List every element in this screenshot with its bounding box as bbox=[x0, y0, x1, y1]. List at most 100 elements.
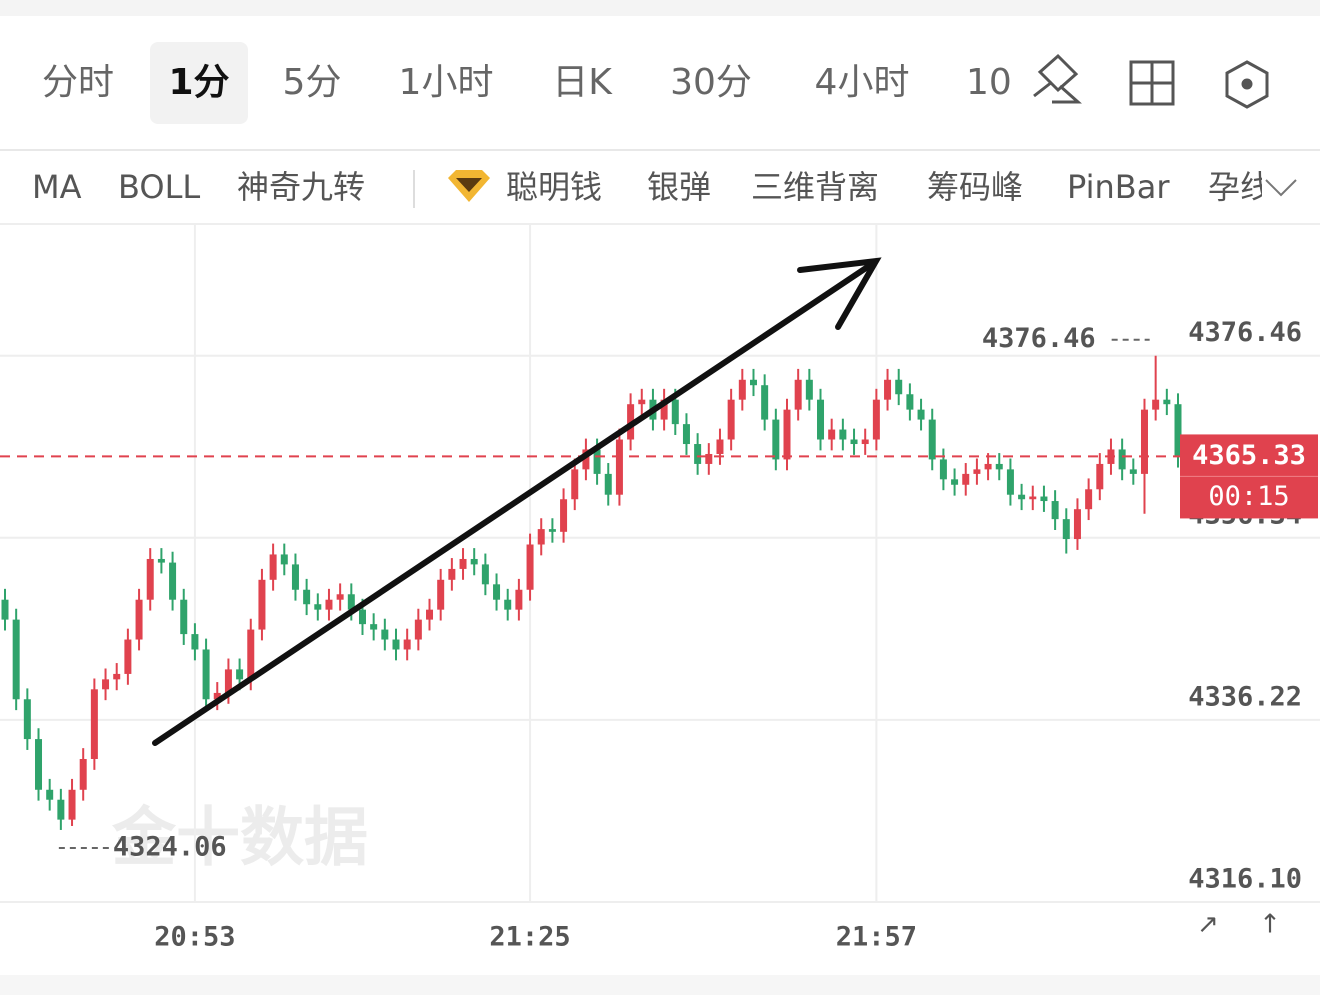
candle-body bbox=[839, 429, 847, 440]
candle-body bbox=[761, 385, 769, 420]
y-tick-label: 4336.22 bbox=[1188, 681, 1302, 712]
candle-body bbox=[548, 529, 556, 532]
expand-icon[interactable]: ↗ bbox=[1197, 910, 1219, 940]
candle-body bbox=[57, 799, 65, 820]
candle-body bbox=[258, 579, 266, 630]
candle-body bbox=[426, 609, 434, 620]
candle-body bbox=[638, 399, 646, 405]
candle-body bbox=[180, 599, 188, 635]
candle-body bbox=[303, 589, 311, 605]
candle-body bbox=[459, 558, 467, 569]
indicator[interactable]: 三维背离 bbox=[751, 168, 879, 206]
candle-body bbox=[593, 449, 601, 474]
candle-body bbox=[403, 639, 411, 650]
candle-body bbox=[1062, 519, 1070, 540]
x-tick-label: 21:57 bbox=[836, 922, 917, 953]
tab[interactable]: 1分 bbox=[168, 62, 229, 103]
layout-icon[interactable] bbox=[1129, 60, 1175, 106]
candle-body bbox=[716, 439, 724, 454]
candle-body bbox=[660, 399, 668, 420]
y-tick-label: 4316.10 bbox=[1188, 864, 1302, 895]
candle-body bbox=[928, 419, 936, 460]
candle-body bbox=[1163, 399, 1171, 405]
tab[interactable]: 5分 bbox=[283, 62, 342, 103]
candle-body bbox=[962, 473, 970, 485]
tab[interactable]: 分时 bbox=[42, 62, 114, 103]
candle-body bbox=[280, 554, 288, 565]
tab[interactable]: 日K bbox=[552, 62, 613, 103]
candle-body bbox=[247, 629, 255, 680]
candle-body bbox=[224, 669, 232, 693]
candle-body bbox=[1174, 404, 1182, 457]
draw-icon[interactable] bbox=[1033, 53, 1082, 104]
candle-body bbox=[973, 469, 981, 474]
candle-body bbox=[917, 409, 925, 420]
trend-arrow bbox=[152, 257, 882, 746]
candle-body bbox=[23, 699, 31, 740]
candle-body bbox=[872, 399, 880, 440]
indicator[interactable]: 筹码峰 bbox=[927, 168, 1023, 206]
indicator[interactable]: 银弹 bbox=[647, 168, 711, 206]
candle-body bbox=[995, 463, 1003, 470]
y-tick-label: 4376.46 bbox=[1188, 317, 1302, 348]
candle-body bbox=[615, 439, 623, 495]
candle-body bbox=[470, 558, 478, 565]
candle-body bbox=[448, 568, 456, 580]
candle-body bbox=[135, 599, 143, 640]
candle-body bbox=[1129, 469, 1137, 474]
indicator[interactable]: 聪明钱 bbox=[506, 168, 602, 206]
candle-body bbox=[1152, 399, 1160, 410]
indicator[interactable]: 神奇九转 bbox=[237, 168, 365, 206]
settings-icon[interactable] bbox=[1225, 60, 1269, 109]
tab[interactable]: 10 bbox=[966, 62, 1012, 103]
countdown: 00:15 bbox=[1208, 481, 1289, 512]
candle-body bbox=[794, 379, 802, 410]
candle-body bbox=[291, 564, 299, 590]
candle-body bbox=[1, 599, 9, 620]
candle-body bbox=[236, 669, 244, 680]
candle-body bbox=[79, 758, 87, 790]
tab[interactable]: 4小时 bbox=[815, 62, 910, 103]
candle-body bbox=[68, 789, 76, 820]
expand-chevron[interactable] bbox=[1265, 179, 1297, 197]
indicator[interactable]: PinBar bbox=[1067, 168, 1170, 206]
x-tick-label: 21:25 bbox=[489, 922, 570, 953]
plot: 4376.464356.344336.224316.1020:5321:2521… bbox=[0, 225, 1320, 953]
candle-body bbox=[861, 439, 869, 445]
candle-body bbox=[727, 399, 735, 440]
indicator[interactable]: MA bbox=[32, 168, 82, 206]
candle-body bbox=[90, 689, 98, 759]
selected-tab-bg bbox=[150, 42, 248, 124]
candle-body bbox=[694, 444, 702, 464]
fullscreen-icon[interactable]: ↑ bbox=[1259, 910, 1281, 940]
candle-body bbox=[783, 409, 791, 460]
indicator[interactable]: 孕线 bbox=[1208, 168, 1272, 206]
candle-body bbox=[325, 599, 333, 610]
candle-body bbox=[515, 589, 523, 610]
candle-body bbox=[1018, 494, 1026, 500]
candle-body bbox=[772, 419, 780, 460]
candle-body bbox=[738, 379, 746, 400]
candle-body bbox=[113, 673, 121, 680]
max-label: 4376.46 bbox=[982, 323, 1096, 354]
candle-body bbox=[493, 584, 501, 600]
candle-body bbox=[35, 739, 43, 790]
min-label: 4324.06 bbox=[113, 831, 227, 862]
candle-body bbox=[939, 459, 947, 480]
indicator[interactable]: BOLL bbox=[118, 168, 200, 206]
tab[interactable]: 30分 bbox=[670, 62, 752, 103]
candle-body bbox=[157, 558, 165, 563]
candle-body bbox=[414, 619, 422, 640]
candle-body bbox=[951, 479, 959, 485]
candle-body bbox=[504, 599, 512, 610]
top-strip bbox=[0, 0, 1320, 16]
candle-body bbox=[749, 379, 757, 386]
candle-body bbox=[984, 463, 992, 470]
candle-body bbox=[884, 379, 892, 400]
candle-body bbox=[895, 379, 903, 395]
candle-body bbox=[560, 499, 568, 532]
tab[interactable]: 1小时 bbox=[399, 62, 494, 103]
candle-body bbox=[46, 789, 54, 800]
candle-body bbox=[347, 594, 355, 610]
